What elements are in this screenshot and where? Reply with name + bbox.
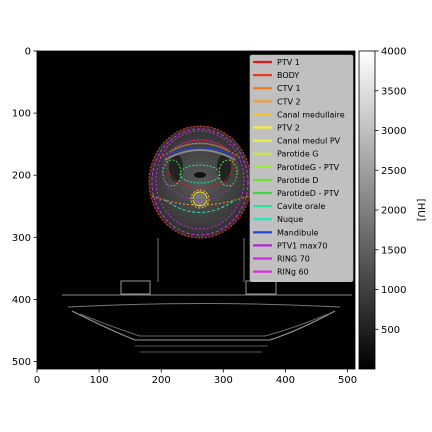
anatomy	[164, 142, 236, 205]
x-tick-label: 500	[338, 375, 357, 386]
plot-frame	[36, 50, 356, 370]
legend-entry: PTV1 max70	[277, 241, 327, 250]
patient-head	[149, 126, 251, 238]
legend-entry: Parotide D	[277, 176, 318, 185]
x-tick-label: 100	[90, 375, 109, 386]
legend-entry: BODY	[277, 71, 299, 80]
legend-entry: Nuque	[277, 215, 303, 224]
y-tick-label: 300	[12, 233, 31, 244]
legend-entry: Canal medul PV	[277, 137, 341, 146]
x-tick-label: 400	[276, 375, 295, 386]
colorbar: 500 1000 1500 2000 2500 3000 3500 4000 [HU]	[358, 47, 426, 370]
legend-box	[249, 54, 354, 282]
legend-entry: PTV 2	[277, 124, 300, 133]
legend-entry: Mandibule	[277, 228, 319, 237]
x-tick-label: 0	[34, 375, 40, 386]
colorbar-label: [HU]	[415, 199, 426, 222]
legend-entry: Canal medullaire	[277, 110, 345, 119]
legend-entry: ParotideD - PTV	[277, 189, 340, 198]
colorbar-tick-label: 2000	[381, 206, 406, 217]
y-tick-label: 400	[12, 295, 31, 306]
colorbar-gradient	[358, 50, 376, 370]
y-tick-label: 0	[25, 47, 31, 58]
legend-entry: ParotideG - PTV	[277, 163, 340, 172]
scanner-couch	[62, 238, 352, 353]
legend-entry: RING 70	[277, 255, 310, 264]
colorbar-tick-label: 1000	[381, 285, 406, 296]
y-tick-label: 100	[12, 109, 31, 120]
colorbar-tick-label: 500	[381, 325, 400, 336]
legend-entry: CTV 1	[277, 84, 301, 93]
colorbar-tick-label: 1500	[381, 245, 406, 256]
colorbar-tick-label: 2500	[381, 166, 406, 177]
legend-entry: RINg 60	[277, 268, 309, 277]
x-tick-label: 300	[214, 375, 233, 386]
colorbar-tick-label: 3000	[381, 126, 406, 137]
y-tick-label: 200	[12, 171, 31, 182]
legend-entry: CTV 2	[277, 97, 301, 106]
colorbar-tick-label: 3500	[381, 86, 406, 97]
colorbar-tick-label: 4000	[381, 47, 406, 58]
legend-entry: PTV 1	[277, 58, 300, 67]
y-axis: 0 100 200 300 400 500	[12, 47, 37, 368]
legend-entry: Parotide G	[277, 150, 318, 159]
legend-entry: Cavite orale	[277, 202, 325, 211]
colorbar-ticks: 500 1000 1500 2000 2500 3000 3500 4000	[375, 47, 406, 336]
y-tick-label: 500	[12, 357, 31, 368]
legend: PTV 1 BODY CTV 1 CTV 2 Canal medullaire PTV 2…	[249, 54, 354, 282]
x-axis: 0 100 200 300 400 500	[34, 369, 357, 386]
x-tick-label: 200	[152, 375, 171, 386]
